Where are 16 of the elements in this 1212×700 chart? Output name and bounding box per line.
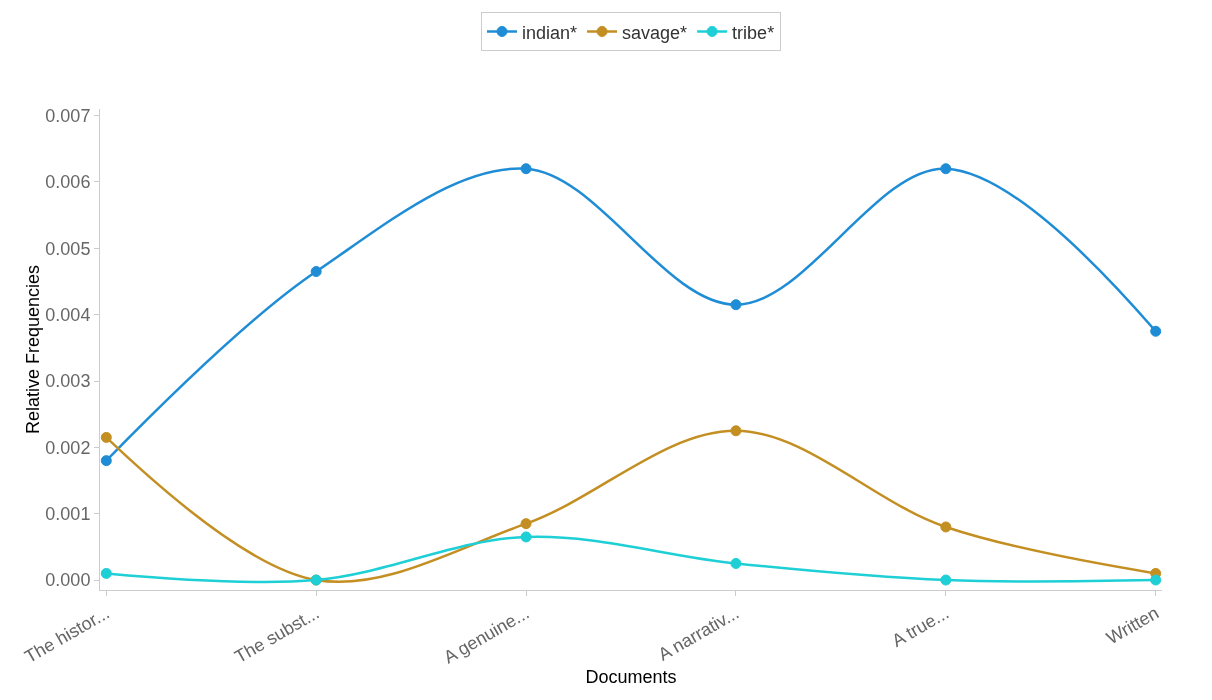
y-tick-label: 0.000	[45, 570, 91, 591]
y-tick-label: 0.006	[45, 172, 91, 193]
x-tick-label: The histor...	[21, 602, 113, 667]
x-tick-label: A true...	[888, 602, 953, 651]
y-tick-label: 0.005	[45, 238, 91, 259]
legend-label: indian*	[522, 22, 578, 43]
y-tick-label: 0.003	[45, 371, 91, 392]
y-axis-title: Relative Frequencies	[23, 264, 44, 435]
x-axis-title: Documents	[585, 666, 677, 687]
legend-label: tribe*	[732, 22, 775, 43]
y-tick-label: 0.002	[45, 437, 91, 458]
legend-label: savage*	[622, 22, 688, 43]
y-tick-label: 0.007	[45, 105, 91, 126]
y-tick-label: 0.004	[45, 304, 91, 325]
x-tick-label: The subst...	[231, 602, 323, 667]
y-tick-label: 0.001	[45, 504, 91, 524]
